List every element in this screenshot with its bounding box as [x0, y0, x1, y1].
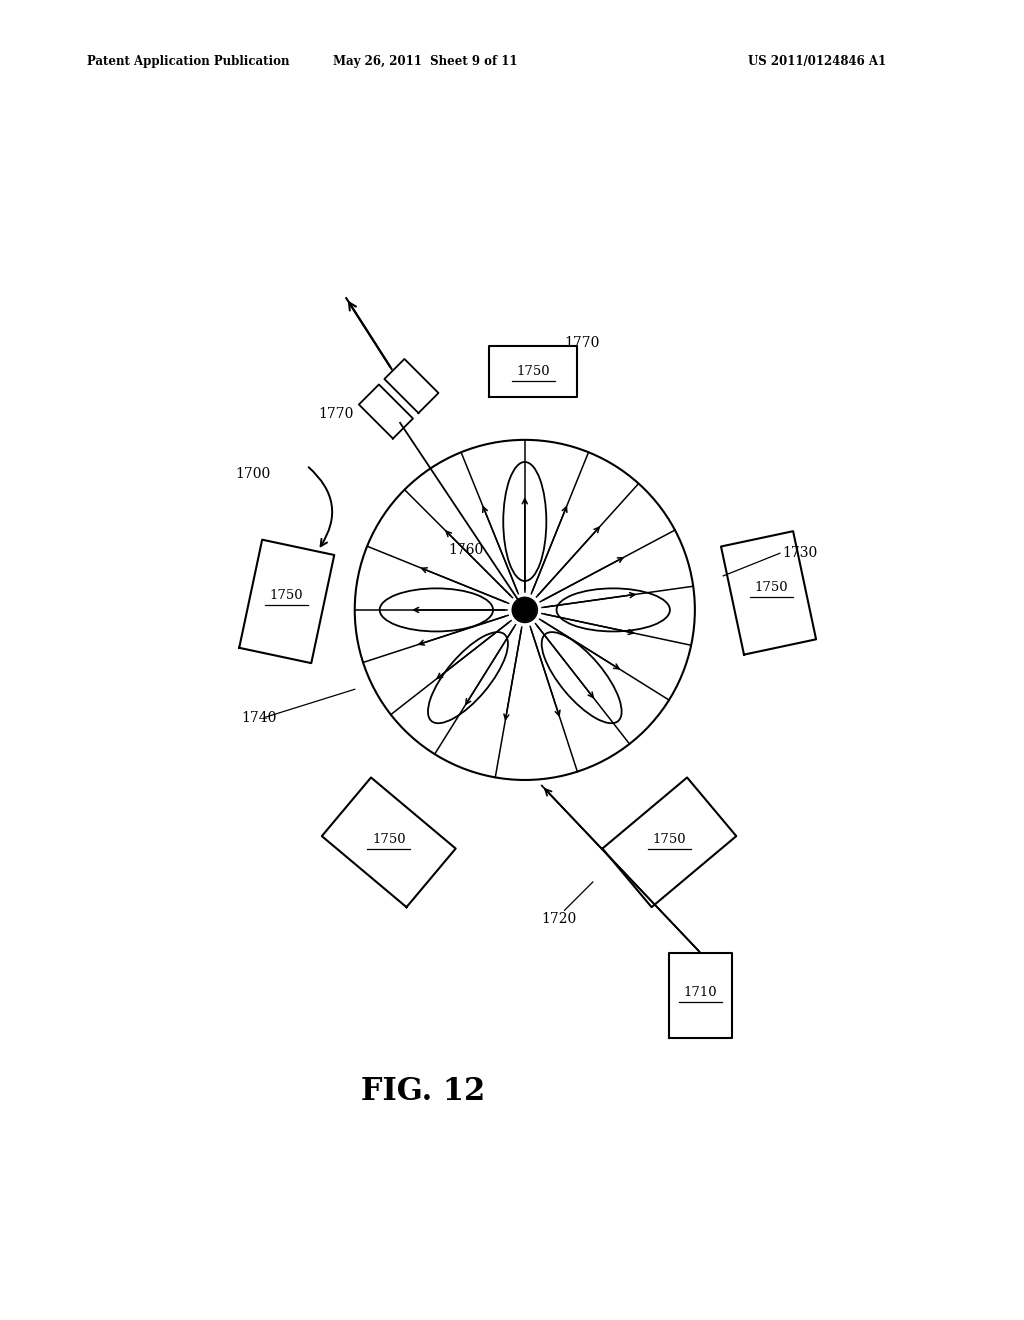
- Text: FIG. 12: FIG. 12: [360, 1076, 485, 1107]
- Text: 1750: 1750: [270, 589, 303, 602]
- Text: 1720: 1720: [542, 912, 578, 925]
- Text: 1750: 1750: [755, 581, 788, 594]
- Text: 1770: 1770: [317, 408, 353, 421]
- Text: Patent Application Publication: Patent Application Publication: [87, 55, 290, 69]
- Text: 1740: 1740: [242, 710, 276, 725]
- Circle shape: [513, 598, 537, 622]
- Text: 1710: 1710: [684, 986, 718, 999]
- Text: 1700: 1700: [236, 467, 271, 480]
- Text: 1730: 1730: [782, 546, 818, 560]
- Text: 1750: 1750: [516, 366, 550, 379]
- Text: 1750: 1750: [372, 833, 406, 846]
- Text: 1760: 1760: [449, 544, 483, 557]
- Text: May 26, 2011  Sheet 9 of 11: May 26, 2011 Sheet 9 of 11: [333, 55, 517, 69]
- Text: US 2011/0124846 A1: US 2011/0124846 A1: [748, 55, 886, 69]
- Text: 1750: 1750: [652, 833, 686, 846]
- Text: 1770: 1770: [564, 337, 600, 351]
